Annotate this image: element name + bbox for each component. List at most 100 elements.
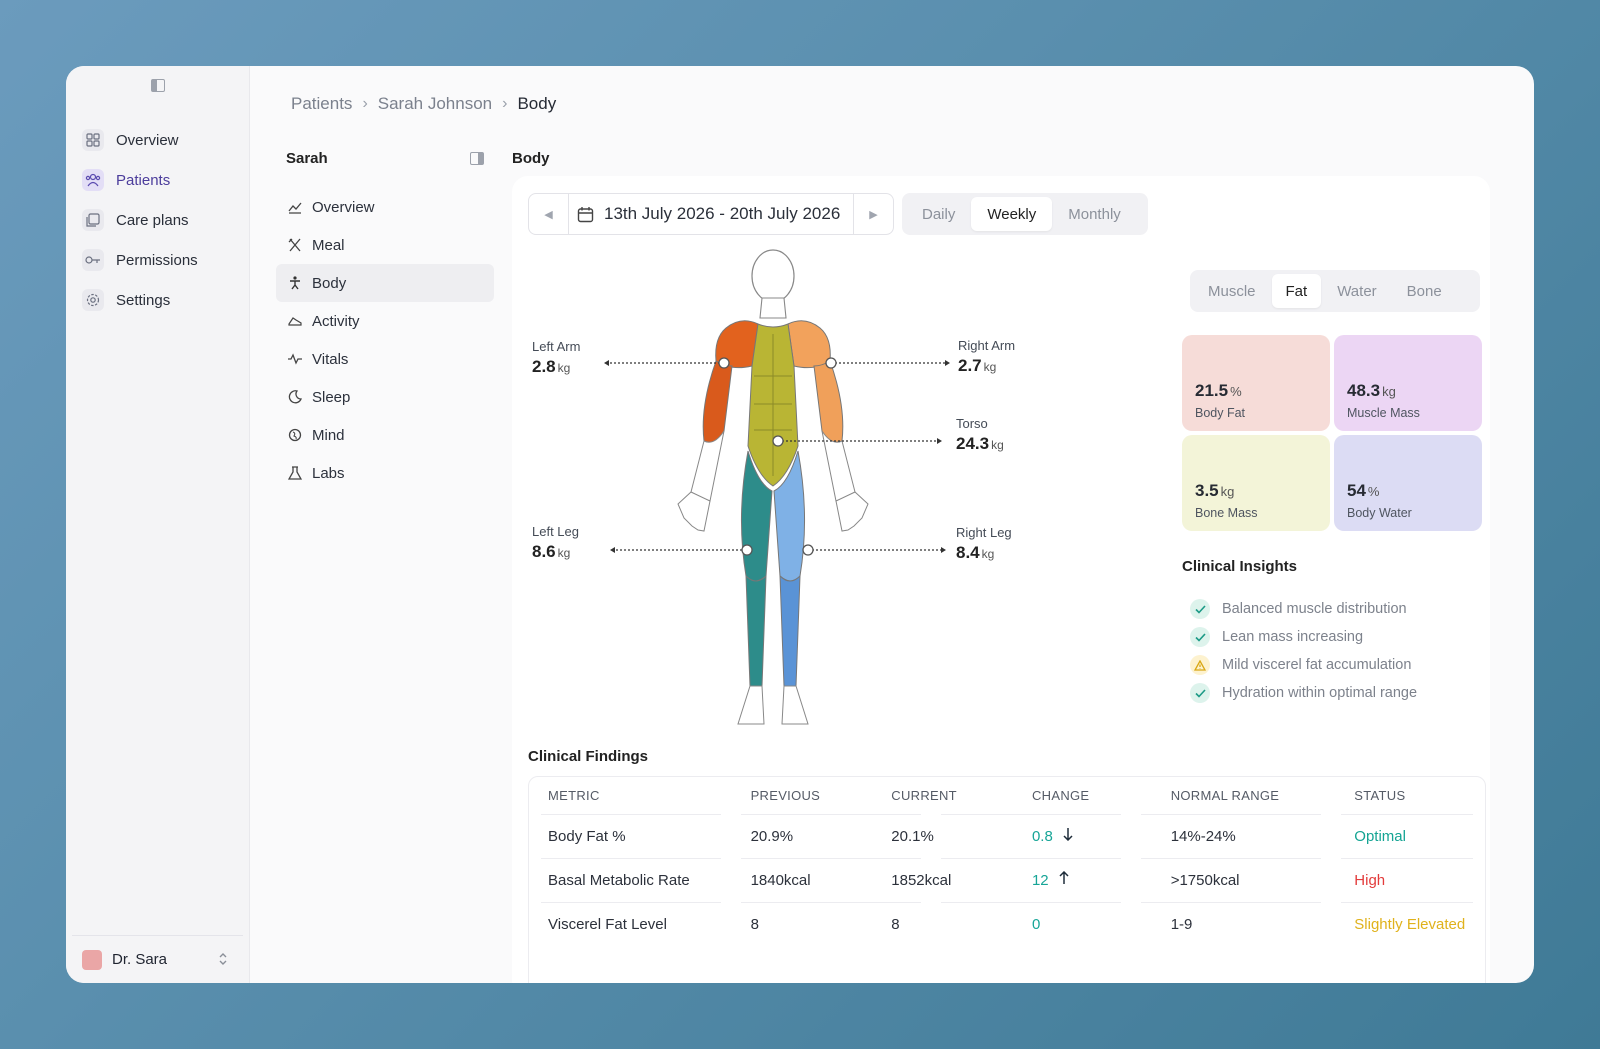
sidebar-item-care-plans[interactable]: Care plans [80, 200, 237, 240]
sidebar-item-overview[interactable]: Overview [80, 120, 237, 160]
table-row: Body Fat % 20.9% 20.1% 0.8 14%-24% Optimal [529, 814, 1485, 858]
user-switcher[interactable]: Dr. Sara [72, 935, 243, 983]
arrow-up-icon [1059, 870, 1069, 889]
marker-right-arm [825, 357, 837, 369]
cell-status: Slightly Elevated [1354, 915, 1466, 933]
tab-weekly[interactable]: Weekly [971, 197, 1053, 231]
period-tabs: Daily Weekly Monthly [902, 193, 1148, 235]
subnav-item-body[interactable]: Body [276, 264, 494, 302]
stat-tile-muscle-mass: 48.3 kg Muscle Mass [1334, 335, 1482, 431]
subnav-list: Overview Meal Body Activity Vitals Sleep Mind L… [276, 188, 494, 492]
cell-previous: 1840kcal [750, 871, 811, 889]
metric-tab-water[interactable]: Water [1337, 282, 1377, 300]
stat-unit: kg [1382, 384, 1396, 399]
chevron-right-icon: › [502, 95, 508, 112]
sidebar-item-permissions[interactable]: Permissions [80, 240, 237, 280]
brain-icon [288, 428, 302, 442]
insight-text: Balanced muscle distribution [1222, 601, 1407, 617]
insight-text: Mild viscerel fat accumulation [1222, 657, 1412, 673]
left-shoulder [715, 320, 759, 369]
right-shin [779, 574, 801, 687]
insight-text: Lean mass increasing [1222, 629, 1364, 645]
right-hand [835, 491, 869, 532]
stat-unit: kg [1220, 484, 1235, 499]
stat-value: 48.3 kg [1347, 381, 1482, 401]
person-icon [288, 276, 302, 290]
right-upper-arm [813, 360, 844, 443]
metric-tab-bone[interactable]: Bone [1406, 282, 1442, 300]
stat-tile-body-water: 54% Body Water [1334, 435, 1482, 531]
right-leg-value: 8.4 kg [956, 543, 995, 562]
cell-status: Optimal [1354, 827, 1406, 845]
right-arm-value: 2.7 kg [958, 356, 997, 375]
moon-icon [288, 390, 302, 404]
subnav-item-labs[interactable]: Labs [276, 454, 494, 492]
care-plans-icon [82, 209, 104, 231]
cell-metric: Basal Metabolic Rate [548, 871, 690, 889]
breadcrumb-current: Body [517, 94, 557, 113]
pulse-icon [288, 352, 302, 366]
prev-week-button[interactable]: ◀ [529, 194, 569, 234]
change-value: 12 [1031, 871, 1049, 889]
left-upper-arm [702, 360, 733, 443]
subnav-item-label: Activity [312, 312, 360, 330]
calendar-icon [577, 206, 594, 222]
column-header: METRIC [548, 788, 600, 803]
insight-text: Hydration within optimal range [1222, 685, 1418, 701]
findings-title: Clinical Findings [528, 748, 649, 765]
subnav-item-overview[interactable]: Overview [276, 188, 494, 226]
arrow-down-icon [1063, 827, 1073, 845]
chevron-updown-icon [219, 953, 227, 965]
subnav-item-label: Sleep [312, 388, 351, 406]
cell-metric: Viscerel Fat Level [548, 915, 667, 933]
sidebar-item-label: Care plans [116, 211, 189, 229]
column-header: CURRENT [891, 788, 957, 803]
avatar [82, 949, 102, 970]
breadcrumb-patients[interactable]: Patients [291, 94, 353, 113]
subnav-item-label: Meal [312, 236, 345, 254]
metric-tab-muscle[interactable]: Muscle [1208, 282, 1256, 300]
sidebar-toggle-icon[interactable] [151, 79, 165, 92]
row-divider [541, 858, 1473, 859]
metric-tabs: Muscle Fat Water Bone [1190, 270, 1480, 312]
sidebar-item-patients[interactable]: Patients [80, 160, 237, 200]
panel-toggle-icon[interactable] [470, 151, 484, 165]
left-arm-name: Left Arm [532, 339, 581, 354]
breadcrumb-patient[interactable]: Sarah Johnson [377, 94, 493, 113]
stat-label: Muscle Mass [1347, 406, 1420, 420]
next-week-button[interactable]: ▶ [853, 194, 893, 234]
tab-monthly[interactable]: Monthly [1068, 205, 1121, 223]
left-arm-label: Left Arm 2.8 kg [532, 339, 580, 377]
right-arm-name: Right Arm [958, 338, 1016, 353]
chevron-right-icon: › [362, 95, 368, 112]
sidebar-item-settings[interactable]: Settings [80, 280, 237, 320]
stat-number: 48.3 [1347, 381, 1381, 400]
subnav-item-activity[interactable]: Activity [276, 302, 494, 340]
stat-unit: % [1367, 484, 1380, 499]
cell-change: 0 [1013, 916, 1152, 933]
sidebar-item-label: Settings [116, 291, 171, 309]
subnav-item-vitals[interactable]: Vitals [276, 340, 494, 378]
left-hand [677, 491, 711, 532]
subnav-header: Sarah [276, 142, 494, 174]
subnav-item-mind[interactable]: Mind [276, 416, 494, 454]
metric-tab-fat[interactable]: Fat [1271, 274, 1322, 308]
torso-detail [754, 334, 792, 476]
tab-daily[interactable]: Daily [922, 205, 956, 223]
torso-name: Torso [956, 416, 988, 431]
stat-tile-bone-mass: 3.5 kg Bone Mass [1182, 435, 1330, 531]
right-foot [781, 685, 809, 725]
date-range-display[interactable]: 13th July 2026 - 20th July 2026 [569, 204, 853, 224]
subnav-item-meal[interactable]: Meal [276, 226, 494, 264]
flask-icon [288, 466, 302, 480]
insights-title: Clinical Insights [1182, 558, 1298, 575]
cell-current: 20.1% [891, 827, 934, 845]
stat-label: Body Fat [1195, 406, 1246, 420]
sidebar-item-label: Overview [116, 131, 179, 149]
utensils-icon [288, 238, 302, 252]
subnav-item-sleep[interactable]: Sleep [276, 378, 494, 416]
trend-icon [288, 200, 302, 214]
left-leg-value: 8.6 kg [532, 542, 571, 561]
subnav-item-label: Mind [312, 426, 345, 444]
insight-item: Lean mass increasing [1190, 623, 1417, 651]
